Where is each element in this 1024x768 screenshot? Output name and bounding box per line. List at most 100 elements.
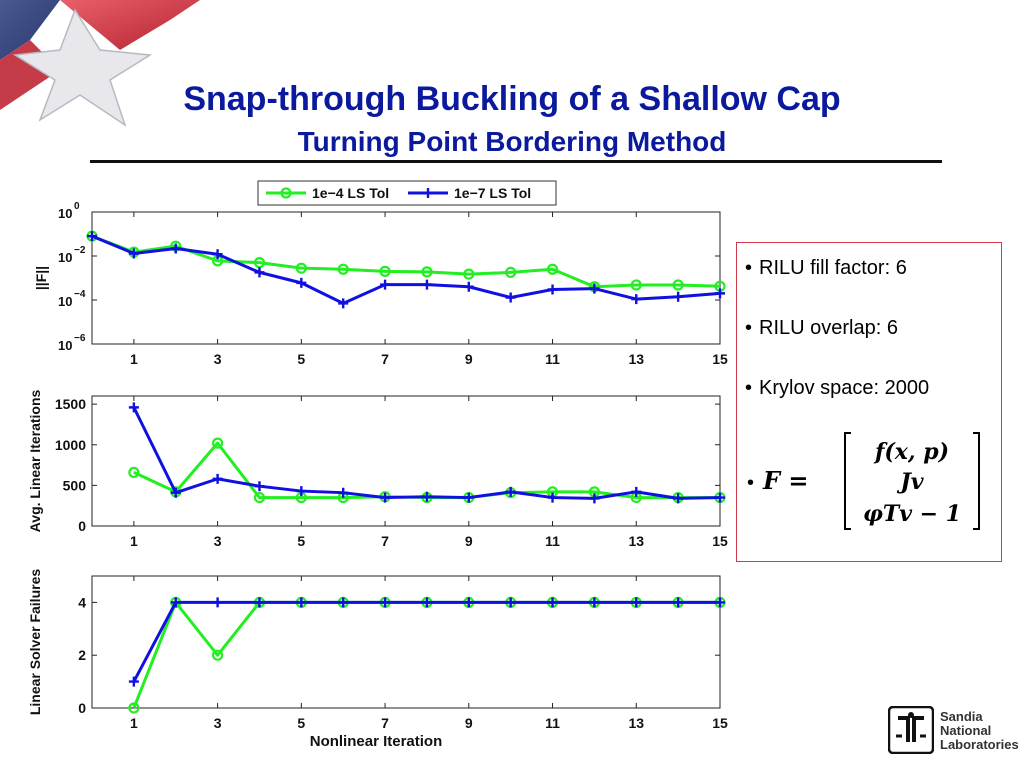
data-point xyxy=(505,486,516,497)
y-tick-exponent: −4 xyxy=(74,289,86,300)
x-tick-label: 13 xyxy=(628,715,644,731)
y-tick-label: 500 xyxy=(63,477,87,493)
data-point xyxy=(212,437,224,449)
data-point xyxy=(128,702,140,714)
bullet-overlap: • RILU overlap: 6 xyxy=(745,317,898,339)
data-point xyxy=(253,491,266,504)
slide-subtitle: Turning Point Bordering Method xyxy=(297,126,727,157)
data-point xyxy=(715,597,725,608)
x-tick-label: 11 xyxy=(545,533,560,549)
equation-row-1: f(x, p) xyxy=(873,439,949,465)
residual-equation: • F = f(x, p) Jv φTv − 1 xyxy=(747,432,980,530)
x-tick-label: 13 xyxy=(628,351,644,367)
plot-area xyxy=(91,395,721,527)
data-point xyxy=(547,597,558,608)
logo-line-1: Sandia xyxy=(940,709,983,724)
y-axis-label: ||F|| xyxy=(33,266,49,290)
data-point xyxy=(673,493,684,504)
x-tick-label: 11 xyxy=(545,715,560,731)
data-point xyxy=(631,294,642,305)
data-point xyxy=(589,283,600,294)
data-point xyxy=(380,597,391,608)
bullet-krylov: • Krylov space: 2000 xyxy=(745,377,930,399)
data-point xyxy=(631,486,642,497)
data-point xyxy=(421,279,432,290)
y-axis-label: Linear Solver Failures xyxy=(27,569,43,715)
x-tick-label: 9 xyxy=(465,715,473,731)
x-tick-label: 15 xyxy=(712,351,728,367)
svg-text:•: • xyxy=(747,472,754,494)
x-tick-label: 5 xyxy=(297,533,305,549)
y-tick-label: 0 xyxy=(78,518,86,534)
x-tick-label: 7 xyxy=(381,533,389,549)
data-point xyxy=(338,487,349,498)
x-tick-label: 15 xyxy=(712,715,728,731)
data-point xyxy=(87,231,97,242)
x-tick-label: 7 xyxy=(381,351,389,367)
data-point xyxy=(380,279,391,290)
data-point xyxy=(212,597,223,608)
data-point xyxy=(128,402,139,413)
sandia-logo-icon xyxy=(888,706,934,754)
bullet-fill-factor: • RILU fill factor: 6 xyxy=(745,257,907,279)
legend-label-1: 1e−4 LS Tol xyxy=(312,185,389,201)
logo-line-2: National xyxy=(940,723,992,738)
equation-lhs: F = xyxy=(762,466,809,495)
y-tick-label: 0 xyxy=(78,700,86,716)
y-tick-label: 2 xyxy=(78,647,86,663)
y-tick-label: 10 xyxy=(58,294,72,309)
plot-area xyxy=(91,575,721,709)
x-tick-label: 1 xyxy=(130,351,138,367)
x-tick-label: 7 xyxy=(381,715,389,731)
x-axis-label: Nonlinear Iteration xyxy=(310,733,443,750)
x-tick-label: 5 xyxy=(297,351,305,367)
data-point xyxy=(128,248,139,259)
y-tick-label: 10 xyxy=(58,250,72,265)
series-line-2 xyxy=(91,234,721,305)
data-point xyxy=(337,263,349,275)
data-point xyxy=(631,597,642,608)
data-point xyxy=(715,492,725,503)
data-point xyxy=(296,597,307,608)
y-axis-label: Avg. Linear Iterations xyxy=(27,389,43,532)
y-tick-label: 1000 xyxy=(55,437,86,453)
data-point xyxy=(463,597,474,608)
chart-legend: 1e−4 LS Tol 1e−7 LS Tol xyxy=(257,180,557,206)
data-point xyxy=(379,265,391,277)
x-tick-label: 3 xyxy=(214,351,222,367)
data-point xyxy=(421,266,433,278)
y-tick-label: 10 xyxy=(58,338,72,353)
data-point xyxy=(589,597,600,608)
y-tick-label: 1500 xyxy=(55,396,86,412)
x-tick-label: 9 xyxy=(465,351,473,367)
series-line-1 xyxy=(91,234,721,289)
data-point xyxy=(547,284,558,295)
x-tick-label: 5 xyxy=(297,715,305,731)
x-tick-label: 9 xyxy=(465,533,473,549)
data-point xyxy=(254,267,265,278)
data-point xyxy=(170,243,181,254)
y-tick-label: 4 xyxy=(78,594,86,610)
equation-row-2: Jv xyxy=(896,469,923,495)
data-point xyxy=(338,597,349,608)
x-tick-label: 11 xyxy=(545,351,560,367)
data-point xyxy=(338,298,349,309)
legend-box xyxy=(257,180,557,206)
data-point xyxy=(505,266,517,278)
x-tick-label: 1 xyxy=(130,533,138,549)
plot-area xyxy=(91,211,721,345)
data-point xyxy=(546,263,559,275)
data-point xyxy=(128,676,139,687)
data-point xyxy=(547,492,558,503)
x-tick-label: 3 xyxy=(214,533,222,549)
info-box: • RILU fill factor: 6 • RILU overlap: 6 • K… xyxy=(736,242,1002,562)
legend-label-2: 1e−7 LS Tol xyxy=(454,185,531,201)
data-point xyxy=(715,288,725,299)
data-point xyxy=(505,292,516,303)
data-point xyxy=(421,597,432,608)
data-point xyxy=(672,279,684,291)
data-point xyxy=(630,279,642,291)
data-point xyxy=(673,291,684,302)
